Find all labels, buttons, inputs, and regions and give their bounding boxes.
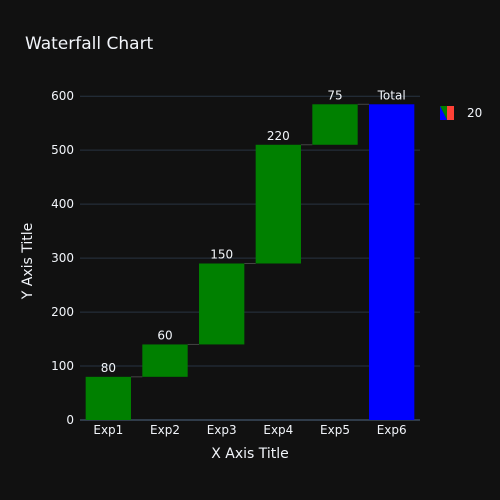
- bars: [85, 104, 415, 421]
- x-tick-label: Exp6: [377, 423, 407, 437]
- y-tick-label: 0: [66, 413, 74, 427]
- y-tick-labels: 0 100 200 300 400 500 600: [51, 89, 74, 427]
- legend-swatch-icon: [440, 106, 454, 120]
- y-axis-title: Y Axis Title: [20, 222, 36, 300]
- y-tick-label: 100: [51, 359, 74, 373]
- y-tick-label: 500: [51, 143, 74, 157]
- x-tick-label: Exp5: [320, 423, 350, 437]
- x-tick-label: Exp2: [150, 423, 180, 437]
- connectors: [131, 103, 369, 378]
- y-tick-label: 400: [51, 197, 74, 211]
- x-axis-title: X Axis Title: [211, 446, 289, 462]
- data-label: Total: [377, 88, 406, 102]
- x-tick-label: Exp4: [263, 423, 293, 437]
- bar-exp2: [142, 344, 188, 377]
- x-tick-label: Exp1: [93, 423, 123, 437]
- bar-exp4: [255, 144, 301, 264]
- y-tick-label: 200: [51, 305, 74, 319]
- x-tick-label: Exp3: [207, 423, 237, 437]
- data-label: 60: [157, 328, 172, 342]
- data-label: 150: [210, 247, 233, 261]
- grid-lines: [80, 95, 420, 421]
- legend[interactable]: 20: [440, 106, 482, 120]
- bar-exp1: [85, 376, 131, 420]
- y-tick-label: 300: [51, 251, 74, 265]
- bar-exp5: [312, 104, 358, 145]
- bar-exp3: [199, 263, 245, 345]
- y-tick-label: 600: [51, 89, 74, 103]
- chart-title: Waterfall Chart: [25, 34, 154, 54]
- bar-exp6: [369, 104, 415, 421]
- data-label: 220: [267, 129, 290, 143]
- x-tick-labels: Exp1 Exp2 Exp3 Exp4 Exp5 Exp6: [93, 423, 406, 437]
- data-label: 75: [327, 88, 342, 102]
- data-labels: 80 60 150 220 75 Total: [101, 88, 406, 375]
- legend-label: 20: [467, 106, 483, 120]
- data-label: 80: [101, 361, 116, 375]
